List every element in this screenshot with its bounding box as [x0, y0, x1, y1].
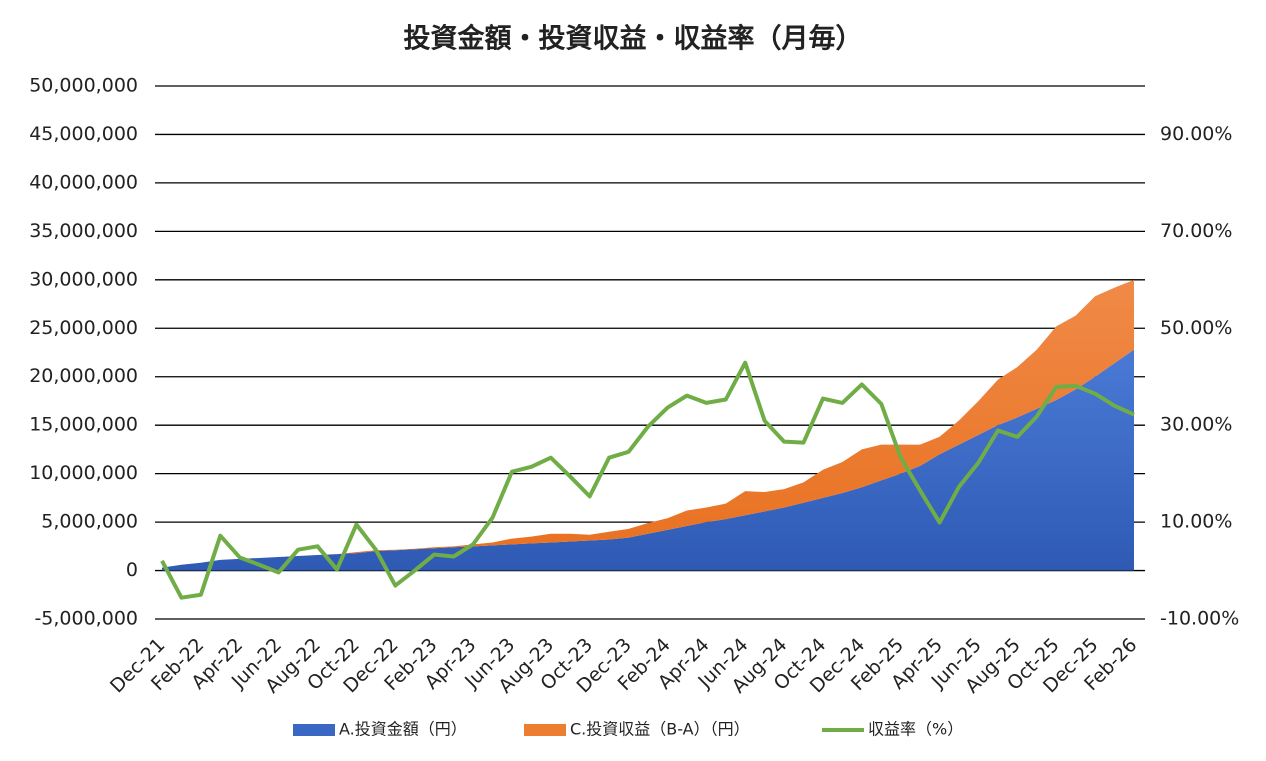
y-tick-label: 0 — [126, 559, 138, 581]
area — [162, 349, 1134, 571]
legend-label: A.投資金額（円） — [339, 720, 467, 739]
legend-label: 収益率（%） — [868, 720, 963, 739]
y-tick-label: -5,000,000 — [34, 608, 138, 630]
y-tick-label: 15,000,000 — [29, 414, 138, 436]
y2-tick-label: 10.00% — [1160, 511, 1232, 533]
legend-swatch — [293, 724, 335, 736]
y-tick-label: 35,000,000 — [29, 220, 138, 242]
y2-tick-label: 30.00% — [1160, 414, 1232, 436]
y-tick-label: 25,000,000 — [29, 317, 138, 339]
y-tick-label: 10,000,000 — [29, 462, 138, 484]
y2-tick-label: -10.00% — [1160, 608, 1239, 630]
y-tick-label: 40,000,000 — [29, 171, 138, 193]
y2-tick-label: 90.00% — [1160, 123, 1232, 145]
y2-tick-label: 70.00% — [1160, 220, 1232, 242]
y-tick-label: 45,000,000 — [29, 123, 138, 145]
line — [160, 360, 1135, 600]
y2-tick-label: 50.00% — [1160, 317, 1232, 339]
legend-swatch — [524, 724, 566, 736]
y-tick-label: 20,000,000 — [29, 365, 138, 387]
chart-title: 投資金額・投資収益・収益率（月毎） — [404, 23, 863, 55]
y-tick-label: 5,000,000 — [41, 511, 138, 533]
legend-label: C.投資収益（B-A）（円） — [570, 720, 750, 739]
y-tick-label: 50,000,000 — [29, 75, 138, 97]
y-tick-label: 30,000,000 — [29, 268, 138, 290]
